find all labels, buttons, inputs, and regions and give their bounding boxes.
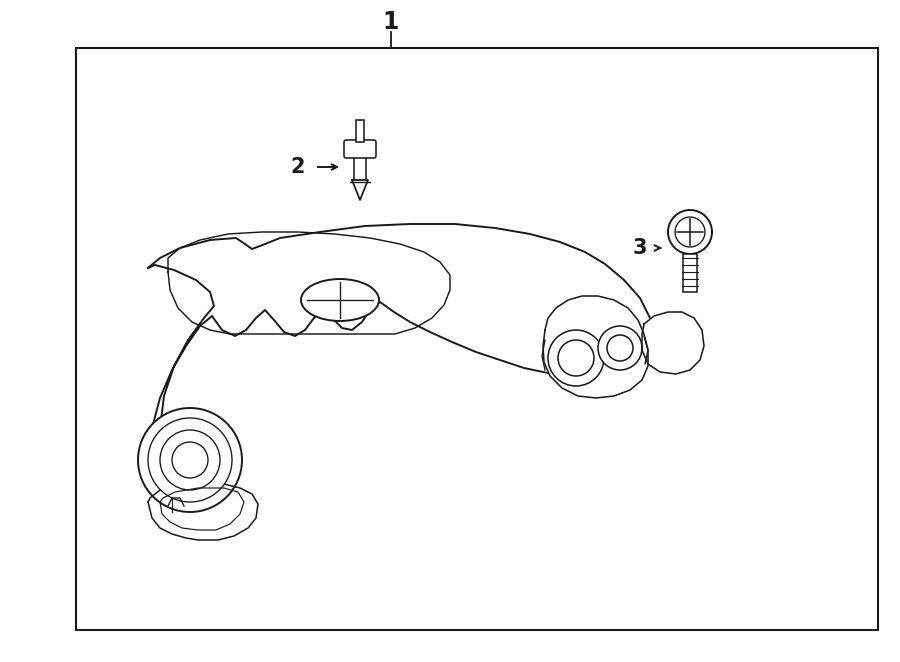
Bar <box>356 120 364 142</box>
Polygon shape <box>642 312 704 374</box>
Circle shape <box>548 330 604 386</box>
Circle shape <box>668 210 712 254</box>
Circle shape <box>148 418 232 502</box>
Text: 1: 1 <box>382 10 400 34</box>
Circle shape <box>607 335 633 361</box>
Circle shape <box>172 442 208 478</box>
Circle shape <box>675 217 705 247</box>
Circle shape <box>138 408 242 512</box>
Circle shape <box>598 326 642 370</box>
Text: 3: 3 <box>633 238 647 258</box>
Text: 2: 2 <box>291 157 305 177</box>
Polygon shape <box>352 180 368 200</box>
Polygon shape <box>148 224 652 522</box>
Circle shape <box>160 430 220 490</box>
Circle shape <box>558 340 594 376</box>
FancyBboxPatch shape <box>344 140 376 158</box>
Polygon shape <box>543 296 648 398</box>
Ellipse shape <box>301 279 379 321</box>
Bar <box>76 48 878 630</box>
Bar <box>683 254 697 292</box>
Polygon shape <box>148 482 258 540</box>
Bar <box>354 148 366 180</box>
